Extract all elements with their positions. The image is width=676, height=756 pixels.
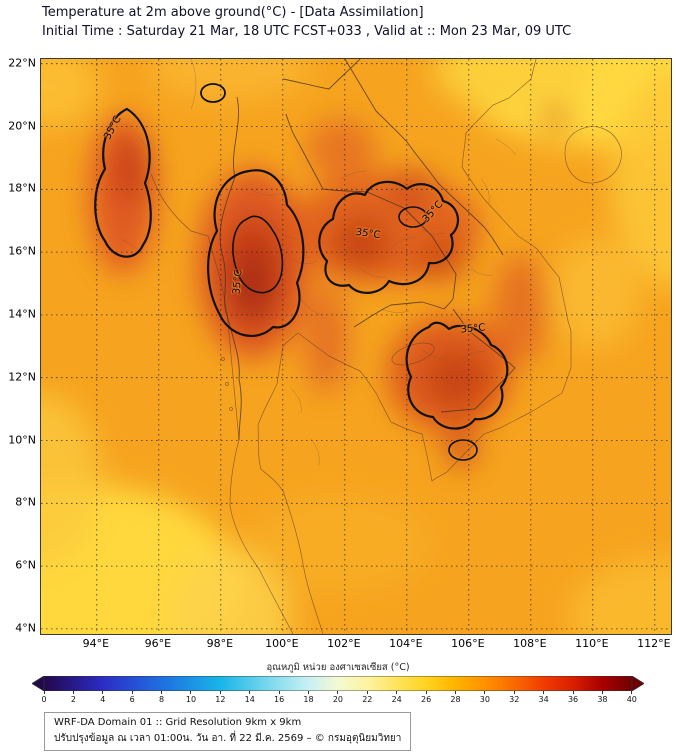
x-axis-tick-label: 102°E [327,637,361,650]
temperature-map [41,59,671,634]
country-borders [219,59,516,441]
contour-label-35c: 35°C [231,269,245,295]
colorbar-gradient [43,676,633,691]
contour-label-35c: 35°C [460,322,486,336]
y-axis-tick-label: 16°N [8,244,36,258]
x-axis-tick-label: 98°E [206,637,234,650]
y-axis-tick-label: 6°N [15,558,36,572]
temperature-field-blobs [41,59,671,634]
x-axis-tick-label: 104°E [389,637,423,650]
x-axis-tick-label: 110°E [575,637,609,650]
y-axis-tick-label: 10°N [8,433,36,446]
colorbar-underflow-arrow [32,676,45,691]
colorbar [32,676,644,691]
map-plot-area [40,58,672,635]
footer-info-box: WRF-DA Domain 01 :: Grid Resolution 9km … [44,712,412,751]
y-axis-tick-label: 4°N [15,621,36,635]
coastline-borders [150,59,622,634]
x-axis-tick-label: 96°E [144,637,172,650]
colorbar-title: อุณหภูมิ หน่วย องศาเซลเซียส (°C) [266,662,410,673]
y-axis-tick-label: 18°N [8,181,36,195]
x-axis-tick-label: 108°E [513,637,547,650]
y-axis-tick-label: 12°N [8,370,36,384]
contour-lines-35c [94,83,509,461]
x-axis-tick-label: 106°E [451,637,485,650]
footer-update-info: ปรับปรุงข้อมูล ณ เวลา 01:00น. วัน อา. ที… [54,732,402,744]
x-axis-tick-label: 100°E [265,637,299,650]
y-axis-tick-label: 8°N [15,495,36,509]
footer-domain-info: WRF-DA Domain 01 :: Grid Resolution 9km … [54,717,302,728]
chart-title: Temperature at 2m above ground(°C) - [Da… [42,5,424,20]
chart-subtitle: Initial Time : Saturday 21 Mar, 18 UTC F… [42,24,572,39]
colorbar-tick-labels: 0 2 4 6 8 10 12 14 16 18 20 22 24 26 28 … [41,691,637,704]
x-axis-tick-label: 94°E [82,637,110,650]
x-axis-tick-label: 112°E [637,637,671,650]
y-axis-tick-label: 22°N [8,56,36,70]
y-axis-tick-label: 14°N [8,307,36,321]
colorbar-overflow-arrow [631,676,644,691]
grid-lines [41,59,671,634]
y-axis-tick-label: 20°N [8,119,36,132]
